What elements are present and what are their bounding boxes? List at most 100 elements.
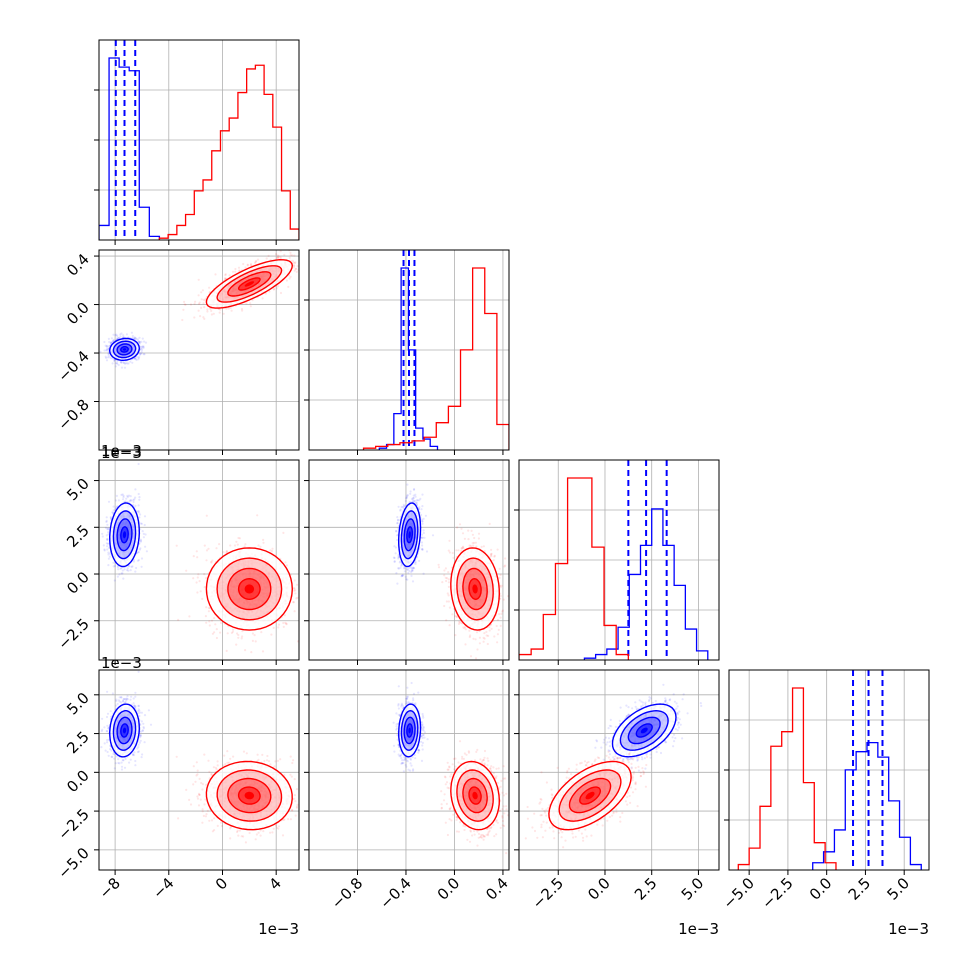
scatter-point xyxy=(215,636,218,640)
scatter-point xyxy=(244,649,247,652)
scatter-point xyxy=(120,572,123,575)
scatter-point xyxy=(115,505,119,508)
scatter-point xyxy=(398,561,401,564)
scatter-point xyxy=(292,261,295,264)
scatter-point xyxy=(107,553,110,556)
scatter-point xyxy=(223,277,227,280)
scatter-point xyxy=(251,299,254,302)
scatter-point xyxy=(144,533,147,536)
scatter-point xyxy=(116,575,119,578)
scatter-point xyxy=(277,623,281,626)
scatter-point xyxy=(134,357,137,361)
scatter-point xyxy=(107,564,110,567)
scatter-point xyxy=(225,307,228,310)
scatter-point xyxy=(107,348,110,351)
scatter-point xyxy=(270,550,274,553)
scatter-point xyxy=(304,259,306,261)
scatter-point xyxy=(200,306,203,309)
scatter-point xyxy=(138,516,141,519)
scatter-point xyxy=(127,569,130,572)
scatter-point xyxy=(133,336,136,339)
scatter-point xyxy=(134,337,137,340)
scatter-point xyxy=(235,643,238,646)
scatter-point xyxy=(272,288,275,291)
scatter-point xyxy=(421,522,424,525)
scatter-point xyxy=(138,498,141,501)
scatter-point xyxy=(106,538,109,541)
scatter-point xyxy=(208,286,211,289)
scatter-point xyxy=(119,360,122,363)
scatter-point xyxy=(136,356,139,359)
scatter-point xyxy=(254,260,257,263)
scatter-point xyxy=(243,545,246,548)
scatter-point xyxy=(289,251,292,254)
scatter-point xyxy=(292,264,295,267)
scatter-point xyxy=(112,333,115,336)
scatter-point xyxy=(295,270,298,273)
scatter-point xyxy=(274,253,278,256)
scatter-point xyxy=(425,550,429,553)
histogram-series-1 xyxy=(158,64,299,240)
scatter-point xyxy=(206,310,209,313)
scatter-point xyxy=(137,504,140,507)
scatter-point xyxy=(137,509,140,513)
scatter-point xyxy=(205,559,208,562)
scatter-point xyxy=(253,261,257,264)
scatter-point xyxy=(115,361,118,364)
scatter-point xyxy=(198,580,201,583)
y-tick-label: 0.4 xyxy=(63,250,93,280)
scatter-point xyxy=(279,250,282,253)
scatter-point xyxy=(198,301,201,304)
scatter-point xyxy=(122,361,126,364)
scatter-point xyxy=(206,308,209,311)
scatter-point xyxy=(137,551,140,554)
contour-line xyxy=(116,343,133,356)
scatter-point xyxy=(282,531,285,535)
scatter-point xyxy=(296,596,299,599)
scatter-point xyxy=(271,547,274,550)
scatter-point xyxy=(292,266,295,269)
scatter-point xyxy=(122,496,125,499)
scatter-point xyxy=(207,547,210,550)
scatter-point xyxy=(138,353,142,356)
scatter-point xyxy=(291,254,294,257)
contour-line xyxy=(205,258,294,309)
scatter-point xyxy=(244,543,247,546)
scatter-point xyxy=(420,533,424,536)
scatter-point xyxy=(137,462,140,466)
scatter-point xyxy=(136,551,139,554)
scatter-point xyxy=(237,636,240,639)
contour-peak xyxy=(122,531,127,539)
scatter-point xyxy=(288,256,291,259)
scatter-point xyxy=(197,573,200,576)
scatter-point xyxy=(207,610,210,613)
scatter-point xyxy=(112,338,115,341)
scatter-point xyxy=(143,515,147,518)
scatter-point xyxy=(202,298,205,301)
scatter-point xyxy=(304,600,306,602)
scatter-point xyxy=(277,285,280,288)
scatter-point xyxy=(307,268,309,270)
scatter-point xyxy=(139,513,142,516)
scatter-point xyxy=(196,556,199,559)
y-tick-label: −0.4 xyxy=(54,347,92,385)
scatter-point xyxy=(116,334,119,337)
scatter-point xyxy=(139,522,142,525)
scatter-point xyxy=(125,497,128,500)
scatter-point xyxy=(218,311,221,314)
scatter-point xyxy=(200,298,203,301)
contour-line xyxy=(108,502,141,568)
scatter-point xyxy=(126,567,129,570)
scatter-point xyxy=(137,510,140,513)
scatter-point xyxy=(106,523,109,526)
scatter-point xyxy=(142,346,145,349)
scatter-point xyxy=(110,337,113,340)
scatter-point xyxy=(242,262,245,266)
scatter-point xyxy=(105,356,108,359)
scatter-point xyxy=(115,494,118,497)
scatter-point xyxy=(244,266,247,269)
scatter-point xyxy=(236,632,239,635)
panel-2-0: −2.50.02.55.0 xyxy=(54,459,306,665)
scatter-point xyxy=(246,263,249,266)
